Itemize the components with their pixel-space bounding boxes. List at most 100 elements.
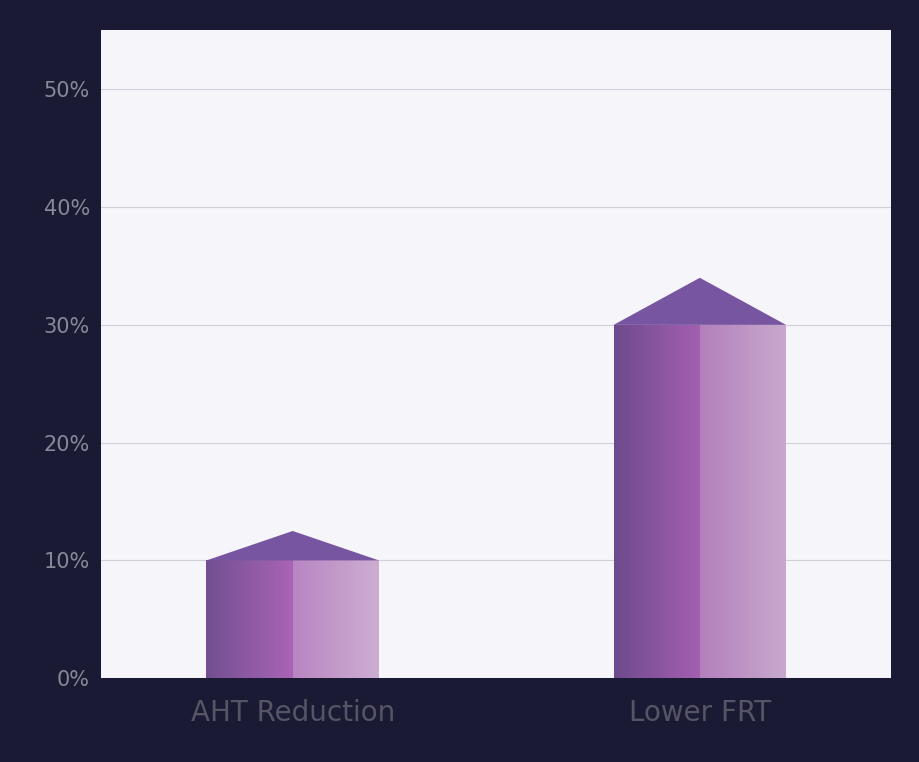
Polygon shape xyxy=(260,560,263,678)
Polygon shape xyxy=(760,325,763,678)
Polygon shape xyxy=(777,325,779,678)
Polygon shape xyxy=(362,560,364,678)
Polygon shape xyxy=(629,325,630,678)
Polygon shape xyxy=(614,278,786,325)
Polygon shape xyxy=(717,325,720,678)
Polygon shape xyxy=(345,560,346,678)
Polygon shape xyxy=(332,560,334,678)
Polygon shape xyxy=(782,325,784,678)
Polygon shape xyxy=(704,325,707,678)
Polygon shape xyxy=(289,560,290,678)
Polygon shape xyxy=(366,560,369,678)
Polygon shape xyxy=(624,325,627,678)
Polygon shape xyxy=(210,560,213,678)
Polygon shape xyxy=(752,325,754,678)
Polygon shape xyxy=(657,325,659,678)
Polygon shape xyxy=(321,560,323,678)
Polygon shape xyxy=(702,325,704,678)
Polygon shape xyxy=(766,325,769,678)
Polygon shape xyxy=(728,325,730,678)
Polygon shape xyxy=(207,531,379,560)
Polygon shape xyxy=(720,325,721,678)
Polygon shape xyxy=(736,325,739,678)
Polygon shape xyxy=(620,325,622,678)
Polygon shape xyxy=(247,560,250,678)
Polygon shape xyxy=(686,325,689,678)
Polygon shape xyxy=(741,325,743,678)
Polygon shape xyxy=(267,560,269,678)
Polygon shape xyxy=(622,325,624,678)
Polygon shape xyxy=(723,325,726,678)
Polygon shape xyxy=(664,325,665,678)
Polygon shape xyxy=(314,560,316,678)
Polygon shape xyxy=(256,560,258,678)
Polygon shape xyxy=(353,560,356,678)
Polygon shape xyxy=(207,560,209,678)
Polygon shape xyxy=(234,560,237,678)
Polygon shape xyxy=(250,560,252,678)
Polygon shape xyxy=(334,560,335,678)
Polygon shape xyxy=(369,560,370,678)
Polygon shape xyxy=(359,560,362,678)
Polygon shape xyxy=(678,325,680,678)
Polygon shape xyxy=(683,325,685,678)
Polygon shape xyxy=(221,560,223,678)
Polygon shape xyxy=(310,560,312,678)
Polygon shape xyxy=(303,560,306,678)
Polygon shape xyxy=(654,325,657,678)
Polygon shape xyxy=(335,560,338,678)
Polygon shape xyxy=(644,325,646,678)
Polygon shape xyxy=(715,325,717,678)
Polygon shape xyxy=(325,560,327,678)
Polygon shape xyxy=(213,560,215,678)
Polygon shape xyxy=(241,560,244,678)
Polygon shape xyxy=(618,325,620,678)
Polygon shape xyxy=(286,560,289,678)
Polygon shape xyxy=(372,560,375,678)
Polygon shape xyxy=(779,325,782,678)
Polygon shape xyxy=(734,325,736,678)
Polygon shape xyxy=(375,560,377,678)
Polygon shape xyxy=(749,325,752,678)
Polygon shape xyxy=(319,560,321,678)
Polygon shape xyxy=(771,325,773,678)
Polygon shape xyxy=(630,325,633,678)
Polygon shape xyxy=(640,325,641,678)
Polygon shape xyxy=(747,325,749,678)
Polygon shape xyxy=(357,560,359,678)
Polygon shape xyxy=(239,560,241,678)
Polygon shape xyxy=(217,560,220,678)
Polygon shape xyxy=(269,560,271,678)
Polygon shape xyxy=(273,560,276,678)
Polygon shape xyxy=(730,325,732,678)
Polygon shape xyxy=(300,560,301,678)
Polygon shape xyxy=(635,325,637,678)
Polygon shape xyxy=(648,325,651,678)
Polygon shape xyxy=(709,325,710,678)
Polygon shape xyxy=(754,325,755,678)
Polygon shape xyxy=(356,560,357,678)
Polygon shape xyxy=(338,560,340,678)
Polygon shape xyxy=(292,560,295,678)
Polygon shape xyxy=(271,560,273,678)
Polygon shape xyxy=(220,560,221,678)
Polygon shape xyxy=(637,325,640,678)
Polygon shape xyxy=(776,325,777,678)
Polygon shape xyxy=(721,325,723,678)
Polygon shape xyxy=(665,325,667,678)
Polygon shape xyxy=(228,560,230,678)
Polygon shape xyxy=(667,325,670,678)
Polygon shape xyxy=(295,560,297,678)
Polygon shape xyxy=(641,325,644,678)
Polygon shape xyxy=(252,560,254,678)
Polygon shape xyxy=(327,560,329,678)
Polygon shape xyxy=(614,325,616,678)
Polygon shape xyxy=(732,325,734,678)
Polygon shape xyxy=(616,325,618,678)
Polygon shape xyxy=(340,560,342,678)
Polygon shape xyxy=(710,325,713,678)
Polygon shape xyxy=(244,560,245,678)
Polygon shape xyxy=(245,560,247,678)
Polygon shape xyxy=(707,325,709,678)
Polygon shape xyxy=(346,560,348,678)
